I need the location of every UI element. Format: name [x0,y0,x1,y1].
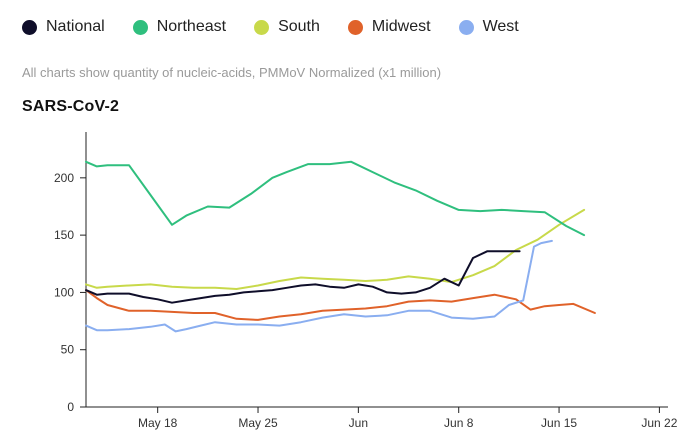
legend-dot-icon [22,19,37,35]
legend-dot-icon [254,19,270,35]
y-tick-label: 100 [54,285,74,299]
y-tick-label: 150 [54,228,74,242]
x-tick-label: May 18 [138,416,178,430]
series-line-midwest [85,289,596,321]
legend-item-northeast: Northeast [132,18,227,36]
chart-subtitle: All charts show quantity of nucleic-acid… [22,65,442,80]
series-line-northeast [85,160,586,237]
legend-label: South [278,18,320,35]
series-line-national [85,250,521,304]
y-tick-label: 50 [61,343,75,357]
chart-legend: National Northeast South Midwest West [22,18,547,36]
legend-label: West [482,18,519,35]
x-tick-label: Jun 22 [641,416,677,430]
legend-item-national: National [22,18,105,36]
x-tick-label: Jun 8 [444,416,474,430]
series-line-west [85,239,553,333]
legend-label: Midwest [371,18,431,35]
legend-label: Northeast [156,18,227,35]
x-tick-label: May 25 [238,416,278,430]
x-tick-label: Jun [349,416,368,430]
legend-item-midwest: Midwest [347,18,431,36]
chart-title: SARS-CoV-2 [22,98,120,115]
legend-item-west: West [458,18,519,36]
y-tick-label: 200 [54,171,74,185]
y-tick-label: 0 [67,400,74,414]
legend-dot-icon [458,19,474,35]
legend-dot-icon [347,19,363,35]
legend-dot-icon [132,19,148,35]
x-tick-label: Jun 15 [541,416,577,430]
legend-item-south: South [254,18,320,36]
legend-label: National [46,18,105,35]
series-line-south [85,208,586,290]
